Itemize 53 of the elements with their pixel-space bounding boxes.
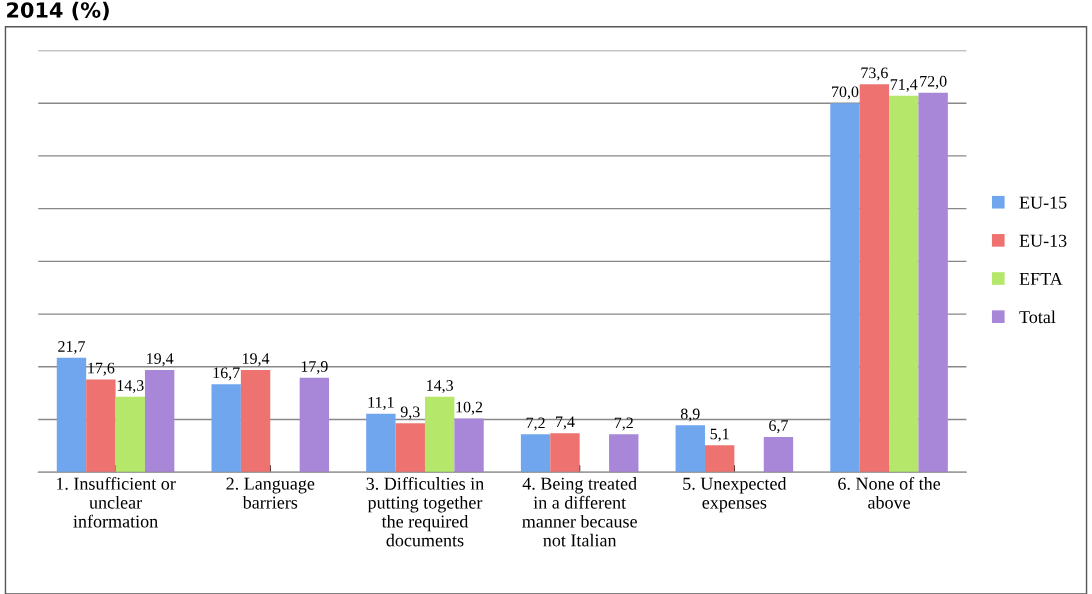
bar: [56, 357, 87, 473]
data-label: 10,2: [456, 401, 483, 415]
data-label: 14,3: [427, 380, 454, 394]
bar: [211, 384, 241, 473]
bar: [115, 396, 145, 473]
bar: [918, 92, 948, 473]
data-label: 11,1: [368, 396, 394, 410]
data-label: 72,0: [920, 75, 947, 89]
bar: [889, 95, 919, 473]
bar: [859, 84, 890, 473]
x-tick-label: 3. Difficulties in putting together the required documents: [366, 476, 484, 547]
legend-label: EU-13: [1019, 234, 1067, 247]
data-label: 73,6: [861, 67, 888, 81]
data-label: 7,2: [614, 417, 633, 431]
x-tick-label: 4. Being treated in a different manner because not Italian: [522, 477, 637, 547]
data-label: 19,4: [243, 353, 270, 367]
bar: [454, 418, 484, 473]
data-label: 7,2: [526, 417, 545, 431]
chart-title: 2014 (%): [7, 1, 109, 21]
bar: [395, 423, 425, 473]
bar: [424, 396, 455, 473]
data-label: 14,3: [117, 380, 144, 394]
bar: [830, 103, 860, 473]
data-label: 9,3: [400, 406, 420, 420]
data-label: 21,7: [58, 341, 85, 355]
bar: [763, 436, 794, 473]
bar: [299, 377, 330, 473]
x-tick-label: 2. Language barriers: [226, 477, 315, 509]
bar: [550, 433, 580, 473]
legend-label: EFTA: [1019, 272, 1063, 285]
data-label: 16,7: [213, 367, 240, 381]
legend-label: EU-15: [1019, 196, 1067, 209]
x-tick-label: 1. Insufficient or unclear information: [56, 476, 176, 528]
data-label: 19,4: [147, 353, 174, 367]
bar: [144, 369, 175, 473]
data-label: 17,6: [88, 362, 115, 376]
x-tick-label: 5. Unexpected expenses: [683, 477, 787, 513]
data-label: 8,9: [680, 408, 700, 422]
bar: [704, 445, 735, 473]
bar: [675, 425, 705, 473]
data-label: 6,7: [769, 420, 788, 434]
legend-label: Total: [1019, 310, 1056, 324]
data-label: 17,9: [301, 361, 328, 375]
data-label: 70,0: [832, 86, 859, 100]
bar: [609, 434, 639, 473]
data-label: 7,4: [556, 416, 575, 430]
bar: [86, 379, 116, 473]
bar: [366, 413, 396, 473]
bar: [520, 434, 551, 473]
x-tick-label: 6. None of the above: [838, 476, 941, 509]
data-label: 5,1: [710, 428, 729, 442]
bar: [240, 369, 271, 473]
data-label: 71,4: [890, 79, 918, 93]
